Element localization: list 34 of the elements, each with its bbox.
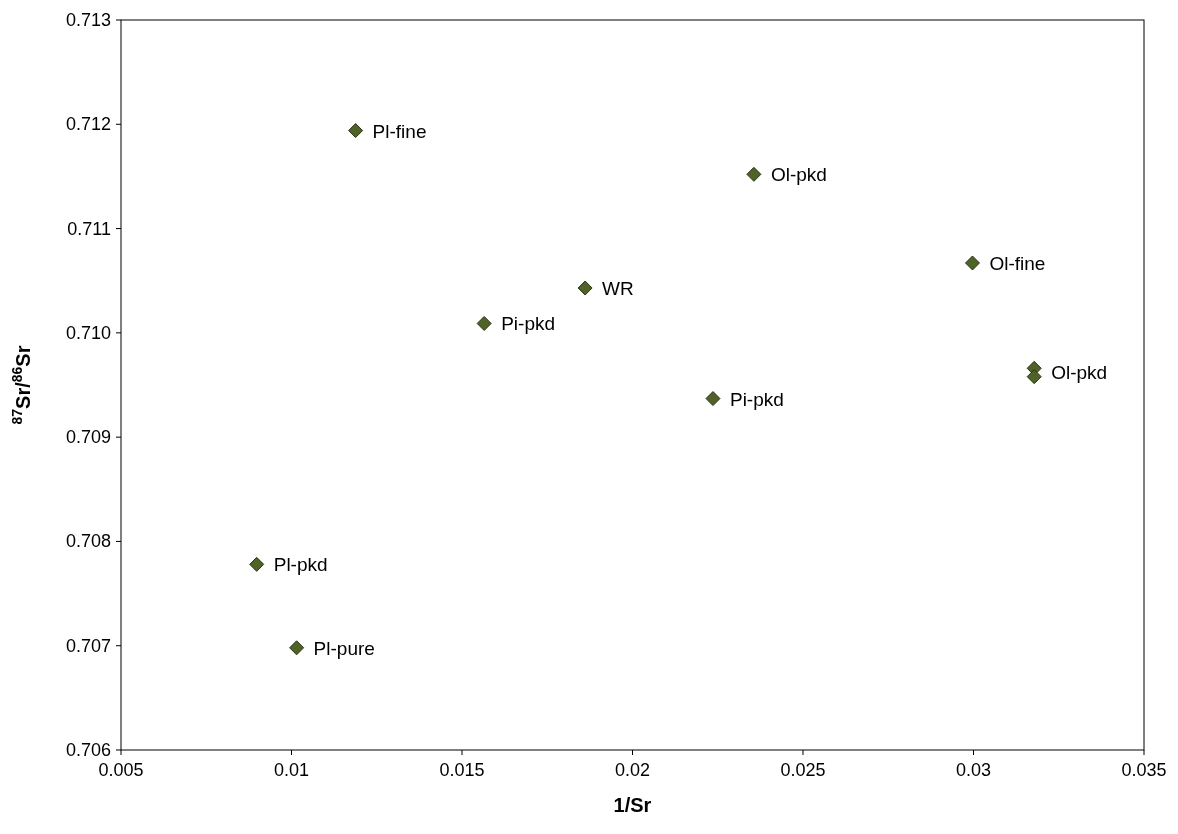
x-tick-label: 0.025 (780, 760, 826, 780)
x-tick-label: 0.005 (98, 760, 144, 780)
annotation: Ol-pkd (770, 164, 827, 186)
y-tick-label: 0.711 (67, 218, 111, 239)
y-tick-label: 0.713 (65, 10, 111, 30)
y-tick-label: 0.709 (65, 427, 111, 448)
point (476, 315, 492, 331)
point (746, 166, 762, 182)
y-tick-label: 0.708 (65, 531, 111, 552)
annotation: Pi-pkd (501, 313, 556, 335)
annotation: Pl-pkd (273, 554, 328, 576)
point (249, 556, 265, 572)
annotation: Pl-fine (372, 120, 427, 142)
x-axis-title: 1/Sr (613, 794, 652, 816)
x-tick-label: 0.03 (955, 760, 992, 780)
annotation: Ol-fine (989, 252, 1046, 274)
point (348, 123, 364, 139)
y-tick-label: 0.707 (65, 635, 111, 656)
y-tick-label: 0.710 (65, 322, 111, 343)
x-tick-label: 0.015 (439, 760, 485, 780)
annotation: WR (602, 278, 634, 300)
y-tick-label: 0.706 (65, 740, 111, 760)
point (964, 255, 980, 271)
annotation: Pi-pkd (729, 388, 784, 410)
point (289, 640, 305, 656)
point (577, 280, 593, 296)
annotation: Ol-pkd (1051, 362, 1108, 384)
point (705, 391, 721, 407)
y-tick-label: 0.712 (65, 114, 111, 135)
x-tick-label: 0.035 (1121, 760, 1167, 780)
x-tick-label: 0.02 (614, 760, 651, 780)
annotation: Pl-pure (313, 637, 375, 659)
x-tick-label: 0.01 (273, 760, 310, 780)
point (1026, 369, 1042, 385)
